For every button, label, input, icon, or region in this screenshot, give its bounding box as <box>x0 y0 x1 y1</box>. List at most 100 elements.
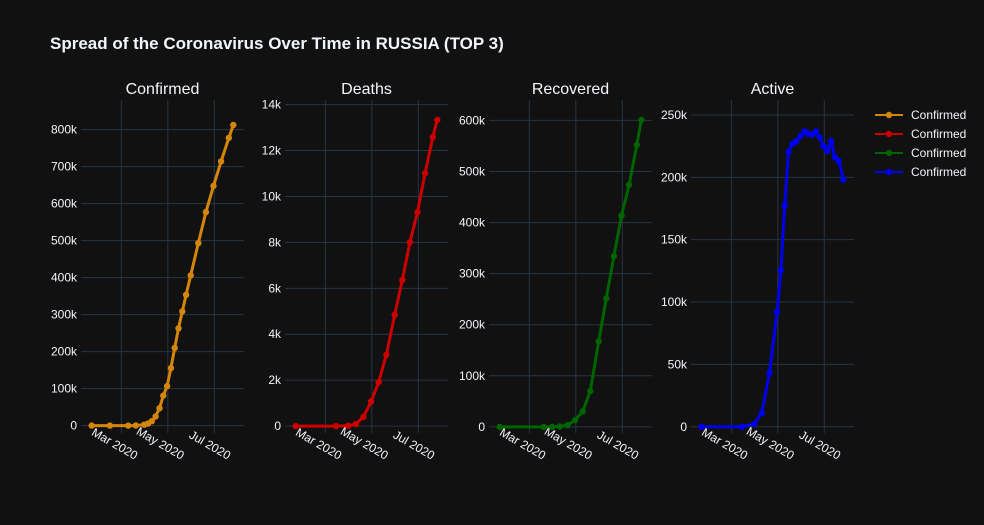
data-point <box>375 378 382 386</box>
y-tick-label: 4k <box>268 327 282 341</box>
data-point <box>225 134 232 142</box>
y-tick-label: 12k <box>262 144 282 158</box>
data-point <box>840 176 847 183</box>
x-tick-label: Mar 2020 <box>293 425 344 463</box>
legend-item[interactable]: Confirmed <box>875 165 966 179</box>
y-tick-label: 300k <box>459 267 486 281</box>
data-point <box>332 422 340 430</box>
y-tick-label: 600k <box>51 197 78 211</box>
y-tick-label: 0 <box>70 419 77 433</box>
data-point <box>797 132 804 140</box>
data-point <box>106 422 114 429</box>
y-tick-label: 10k <box>262 189 282 203</box>
data-point <box>160 392 167 399</box>
y-tick-label: 14k <box>262 98 282 112</box>
data-point <box>195 240 202 247</box>
data-point <box>202 208 210 216</box>
data-point <box>352 420 359 428</box>
x-tick-label: Mar 2020 <box>497 425 548 463</box>
data-point <box>156 405 163 412</box>
x-tick-label: May 2020 <box>542 424 595 463</box>
data-point <box>383 351 390 359</box>
legend[interactable]: Confirmed Confirmed Confirmed Confirmed <box>875 108 966 179</box>
data-point <box>163 383 171 390</box>
data-point <box>167 364 175 372</box>
data-point <box>835 157 842 165</box>
legend-marker <box>885 168 893 176</box>
data-point <box>88 422 95 429</box>
data-point <box>367 398 375 405</box>
y-tick-label: 600k <box>459 113 486 127</box>
data-point <box>579 408 586 415</box>
legend-marker <box>885 111 893 119</box>
data-point <box>812 128 820 135</box>
x-tick-label: Jul 2020 <box>187 428 234 463</box>
data-point <box>360 413 367 420</box>
y-tick-label: 150k <box>661 233 688 247</box>
data-point <box>132 422 139 429</box>
y-tick-label: 100k <box>661 295 688 309</box>
y-tick-label: 300k <box>51 308 78 322</box>
subplot-recovered: Recovered 0 100k 200k 300k 400k 500k 600k Mar 20… <box>459 81 652 463</box>
legend-marker <box>885 149 893 157</box>
y-tick-label: 700k <box>51 160 78 174</box>
data-point <box>571 416 579 424</box>
x-tick-label: May 2020 <box>134 424 187 463</box>
data-point <box>429 134 436 141</box>
data-point <box>638 116 645 124</box>
data-point <box>421 169 429 177</box>
y-tick-label: 0 <box>478 420 485 434</box>
data-point <box>618 212 625 219</box>
data-point <box>587 387 594 395</box>
y-tick-label: 50k <box>668 357 688 371</box>
data-point <box>230 121 237 129</box>
series-line <box>91 124 235 428</box>
subplot-title: Deaths <box>341 81 392 98</box>
data-point <box>292 422 299 430</box>
data-point <box>564 421 571 429</box>
data-point <box>556 423 563 430</box>
legend-item[interactable]: Confirmed <box>875 108 966 122</box>
subplot-title: Active <box>751 81 795 98</box>
data-point <box>434 116 441 124</box>
data-point <box>125 422 132 429</box>
data-point <box>820 143 827 150</box>
data-point <box>549 423 556 430</box>
data-point <box>824 147 831 155</box>
x-tick-label: Jul 2020 <box>797 428 844 463</box>
data-point <box>777 267 785 274</box>
subplot-title: Recovered <box>532 81 609 98</box>
data-point <box>171 344 178 352</box>
subplot-title: Confirmed <box>126 81 200 98</box>
data-point <box>827 138 835 145</box>
data-point <box>217 158 225 165</box>
data-point <box>399 276 406 284</box>
y-tick-label: 250k <box>661 108 688 122</box>
data-point <box>792 138 800 145</box>
data-point <box>540 423 547 431</box>
data-point <box>496 423 503 431</box>
data-point <box>175 325 182 332</box>
data-point <box>406 239 414 246</box>
chart-title: Spread of the Coronavirus Over Time in R… <box>50 34 504 53</box>
y-tick-label: 8k <box>268 235 282 249</box>
y-tick-label: 2k <box>268 373 282 387</box>
data-point <box>610 253 618 260</box>
y-tick-label: 500k <box>51 234 78 248</box>
y-tick-label: 400k <box>51 271 78 285</box>
legend-item[interactable]: Confirmed <box>875 127 966 141</box>
y-tick-label: 100k <box>51 382 78 396</box>
legend-item[interactable]: Confirmed <box>875 146 966 160</box>
data-point <box>182 291 190 298</box>
data-point <box>816 134 823 141</box>
data-point <box>758 409 765 417</box>
x-tick-label: Mar 2020 <box>699 425 750 463</box>
legend-label: Confirmed <box>911 165 966 179</box>
y-tick-label: 100k <box>459 369 486 383</box>
y-tick-label: 800k <box>51 123 78 137</box>
data-point <box>738 423 746 430</box>
y-tick-label: 0 <box>274 419 281 433</box>
data-point <box>210 182 217 190</box>
x-tick-label: May 2020 <box>338 424 391 463</box>
